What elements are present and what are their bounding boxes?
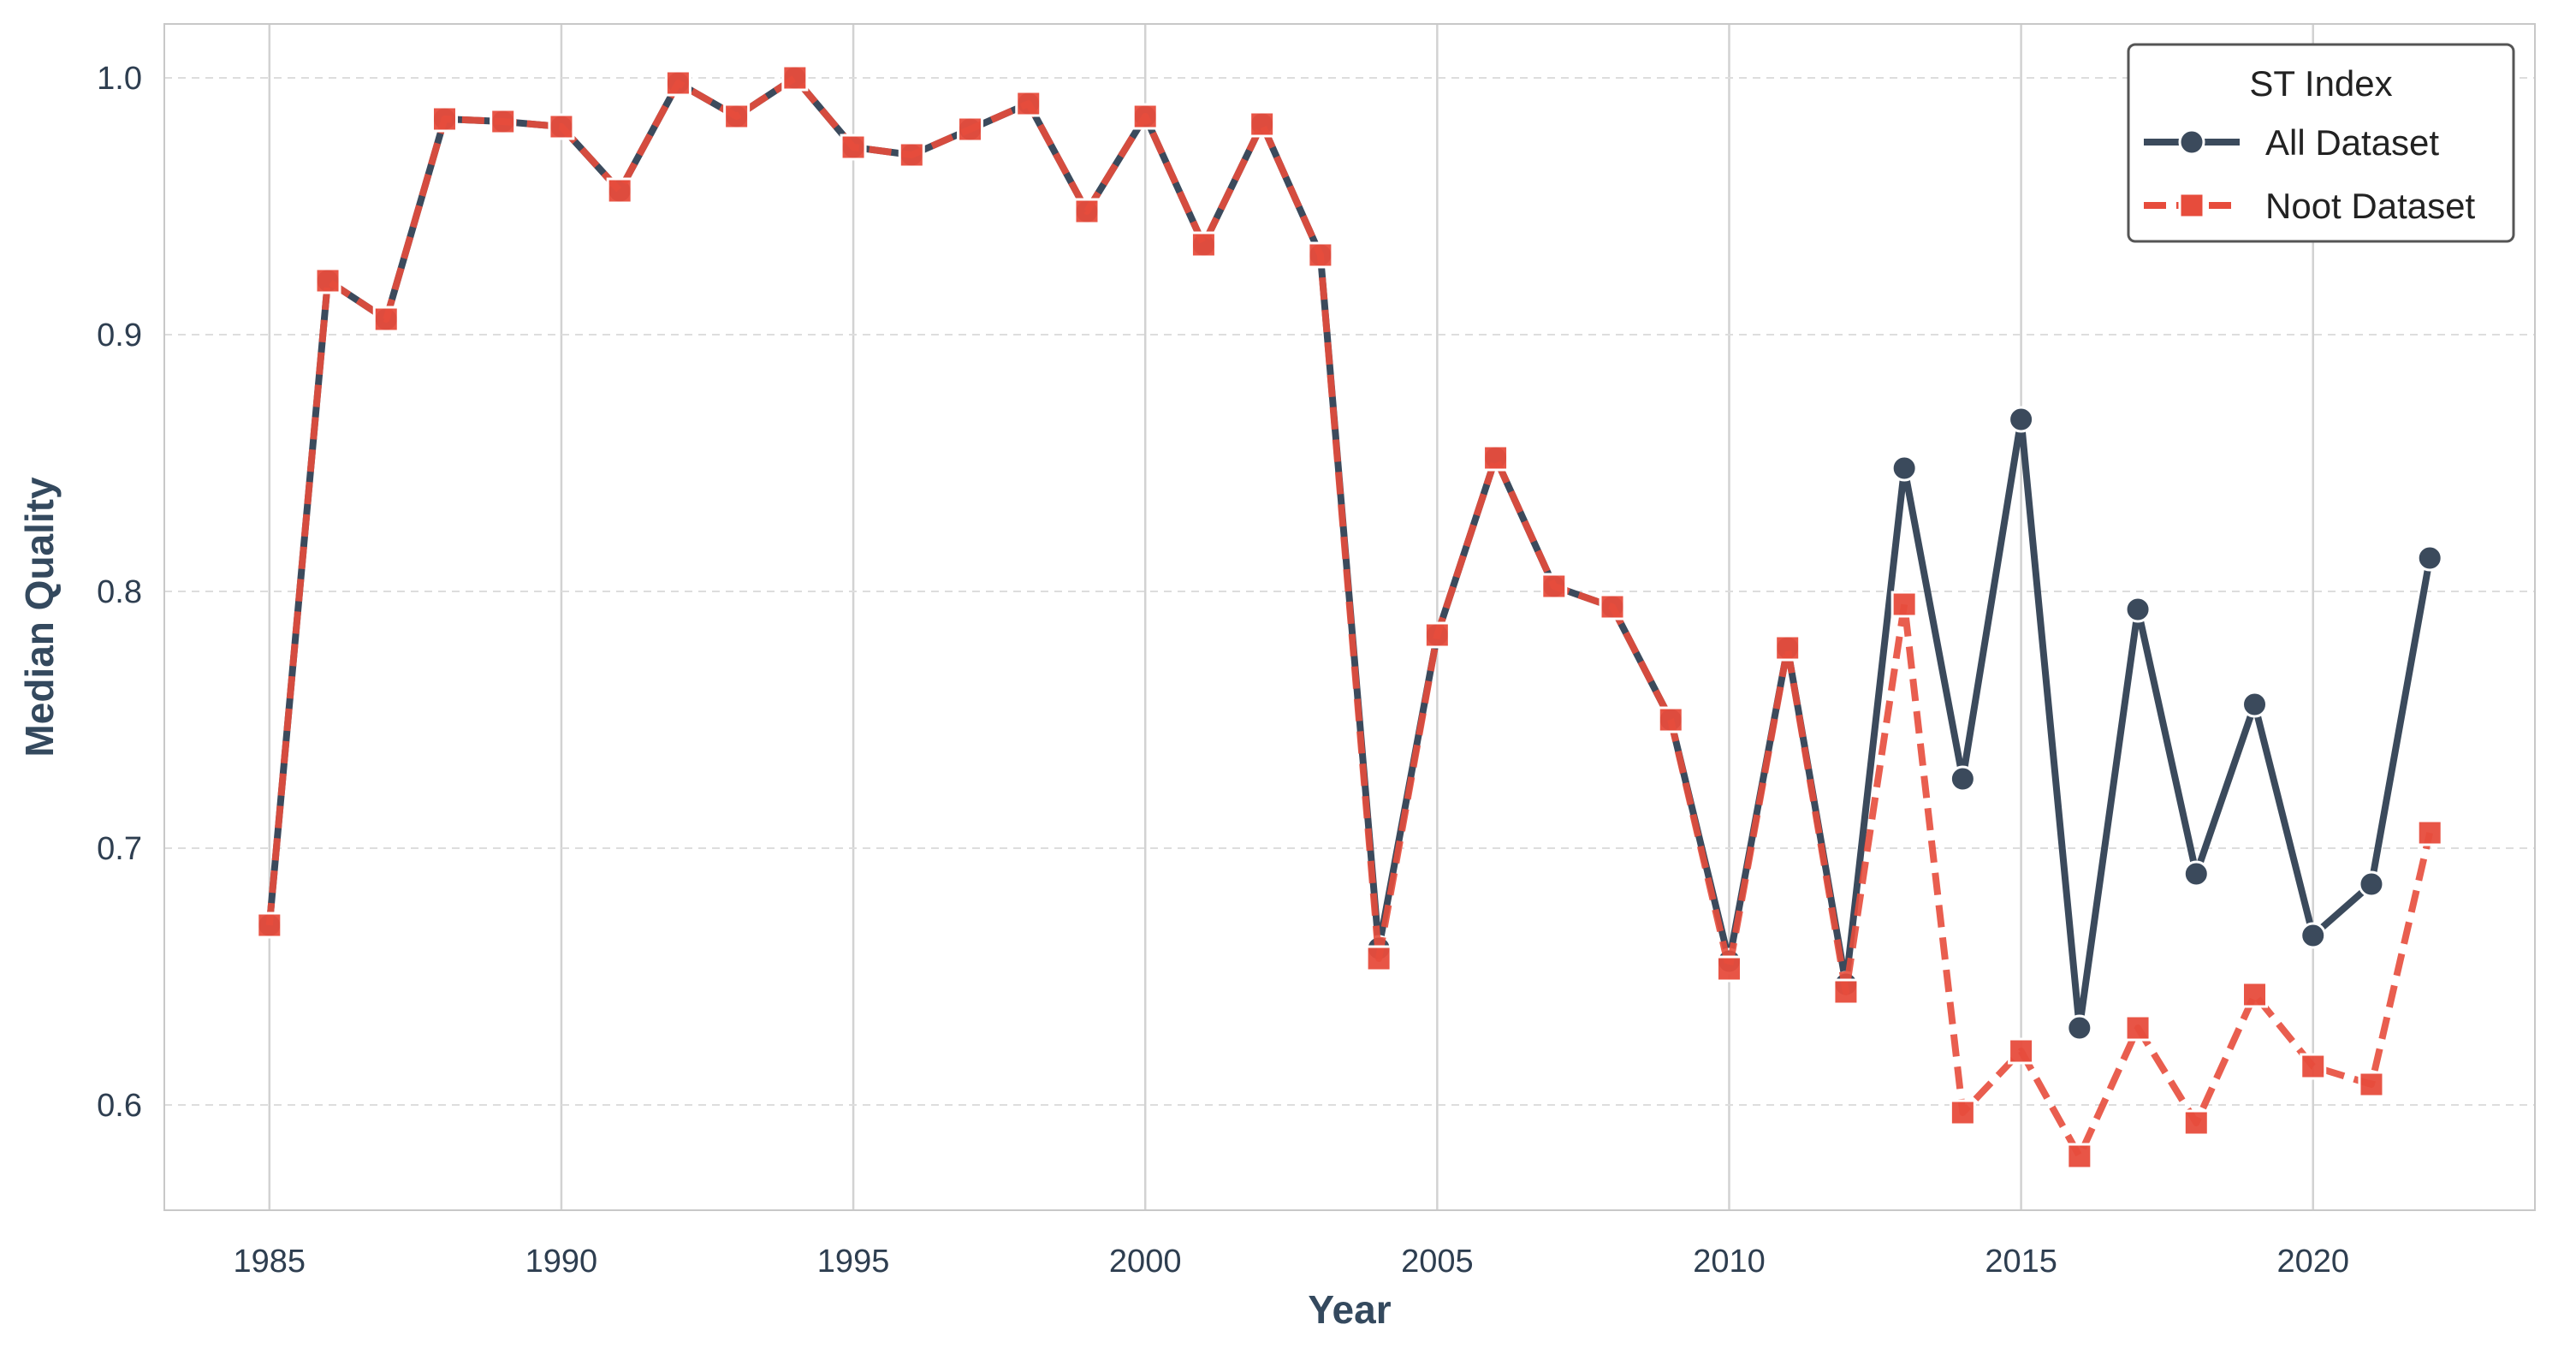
data-point: [1890, 591, 1918, 618]
data-point: [1949, 765, 1976, 793]
tick-labels: 1985 1990 1995 2000 2005 2010 2015 2020 0.6 0.7 0.…: [97, 61, 2349, 1280]
legend-box: [2127, 43, 2515, 243]
data-point: [1715, 955, 1742, 983]
data-point: [1015, 90, 1042, 117]
data-point: [2008, 1037, 2035, 1065]
y-tick-label: 1.0: [97, 61, 142, 97]
data-point: [1540, 573, 1568, 600]
data-point: [2416, 544, 2443, 572]
data-point: [1131, 103, 1159, 130]
data-point: [2066, 1143, 2093, 1170]
y-tick-label: 0.8: [97, 574, 142, 610]
y-tick-label: 0.9: [97, 318, 142, 353]
data-point: [840, 134, 867, 161]
data-point: [256, 912, 283, 939]
data-point: [1249, 110, 1276, 138]
data-point: [2358, 870, 2385, 898]
data-point: [606, 177, 633, 205]
data-point: [957, 116, 984, 143]
legend-title: ST Index: [2249, 63, 2392, 104]
data-point: [1774, 634, 1801, 662]
y-tick-label: 0.6: [97, 1088, 142, 1124]
x-tick-label: 2010: [1693, 1244, 1766, 1280]
data-point: [1190, 231, 1217, 258]
data-point: [2300, 1053, 2327, 1080]
data-point: [1423, 621, 1451, 649]
series-line: [265, 74, 2434, 1160]
data-point: [1832, 978, 1860, 1006]
data-point: [1307, 241, 1334, 269]
legend-label: Noot Dataset: [2265, 186, 2475, 226]
series-group: [256, 64, 2443, 1170]
data-point: [1482, 444, 1510, 472]
data-point: [664, 69, 691, 97]
legend-entry: All Dataset: [2144, 122, 2439, 163]
x-tick-label: 1995: [817, 1244, 890, 1280]
x-tick-label: 2000: [1109, 1244, 1182, 1280]
legend-label: All Dataset: [2265, 122, 2439, 163]
data-point: [490, 108, 517, 135]
legend-marker-circle: [2178, 128, 2205, 156]
x-tick-label: 1990: [525, 1244, 598, 1280]
data-point: [2124, 596, 2152, 623]
data-point: [2416, 819, 2443, 846]
data-point: [2241, 691, 2269, 718]
legend: ST Index All Dataset Noot Dataset: [2127, 43, 2515, 243]
y-axis-title: Median Quality: [17, 477, 62, 757]
data-point: [723, 103, 751, 130]
data-point: [781, 64, 809, 92]
data-point: [898, 141, 925, 169]
data-point: [2008, 406, 2035, 433]
legend-marker-square: [2178, 192, 2205, 219]
data-point: [2182, 860, 2210, 888]
x-axis-title: Year: [1308, 1287, 1391, 1332]
data-point: [2066, 1014, 2093, 1042]
data-point: [1599, 593, 1626, 621]
legend-entries: All Dataset Noot Dataset: [2144, 122, 2475, 226]
data-point: [2182, 1109, 2210, 1137]
data-point: [1073, 198, 1101, 225]
data-point: [548, 113, 575, 140]
y-tick-label: 0.7: [97, 831, 142, 867]
series-noot-dataset: [256, 64, 2443, 1170]
data-point: [314, 267, 341, 294]
x-tick-label: 2005: [1401, 1244, 1474, 1280]
data-point: [2358, 1071, 2385, 1098]
data-point: [372, 306, 400, 333]
x-tick-label: 2015: [1985, 1244, 2057, 1280]
data-point: [1890, 454, 1918, 482]
data-point: [2300, 922, 2327, 949]
x-tick-label: 2020: [2276, 1244, 2349, 1280]
data-point: [2124, 1014, 2152, 1042]
x-tick-label: 1985: [234, 1244, 306, 1280]
legend-entry: Noot Dataset: [2144, 186, 2475, 226]
plot-frame: [163, 23, 2536, 1211]
data-point: [1657, 706, 1684, 733]
data-point: [1949, 1099, 1976, 1126]
data-point: [430, 105, 458, 133]
data-point: [2241, 981, 2269, 1008]
data-point: [1365, 945, 1392, 972]
